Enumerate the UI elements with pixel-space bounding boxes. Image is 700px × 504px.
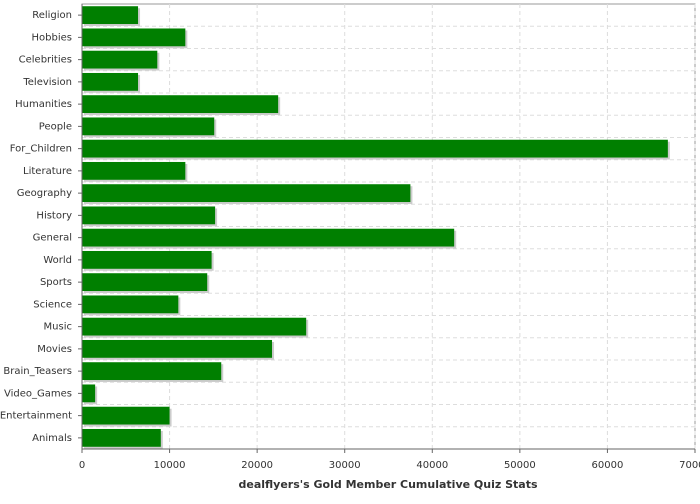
x-tick-label: 0 xyxy=(79,460,85,471)
bar xyxy=(82,139,668,158)
bar xyxy=(82,428,161,447)
y-tick-label: Science xyxy=(33,299,72,310)
y-tick-label: Television xyxy=(22,77,72,88)
y-tick-label: General xyxy=(33,233,72,244)
y-tick-label: World xyxy=(43,255,72,266)
bar xyxy=(82,117,215,136)
y-tick-label: Sports xyxy=(40,277,72,288)
y-tick-label: History xyxy=(36,210,72,221)
y-tick-label: Movies xyxy=(37,344,72,355)
y-tick-label: People xyxy=(39,121,72,132)
bar xyxy=(82,339,273,358)
bar xyxy=(82,362,222,381)
x-tick-label: 30000 xyxy=(329,460,361,471)
x-axis-label: dealflyers's Gold Member Cumulative Quiz… xyxy=(238,478,537,491)
bar xyxy=(82,384,96,403)
bar xyxy=(82,295,179,314)
x-tick-label: 10000 xyxy=(154,460,186,471)
bar xyxy=(82,206,216,225)
bar xyxy=(82,250,212,269)
bar xyxy=(82,95,279,114)
bar xyxy=(82,406,170,425)
x-tick-label: 50000 xyxy=(504,460,536,471)
bar xyxy=(82,273,208,292)
bar xyxy=(82,6,139,25)
y-tick-label: Humanities xyxy=(15,99,72,110)
bar xyxy=(82,184,411,203)
x-tick-label: 70000 xyxy=(679,460,700,471)
y-tick-label: Video_Games xyxy=(4,388,72,399)
y-tick-label: Entertainment xyxy=(0,411,72,422)
x-tick-label: 20000 xyxy=(241,460,273,471)
y-tick-label: Religion xyxy=(32,10,72,21)
bar xyxy=(82,317,307,336)
y-tick-label: Celebrities xyxy=(19,55,72,66)
bar xyxy=(82,50,158,69)
y-tick-label: For_Children xyxy=(10,144,72,155)
y-tick-label: Literature xyxy=(23,166,72,177)
bar xyxy=(82,228,455,247)
y-tick-label: Music xyxy=(44,322,72,333)
y-tick-label: Animals xyxy=(32,433,72,444)
bar xyxy=(82,72,139,91)
bar xyxy=(82,28,186,47)
x-tick-label: 60000 xyxy=(592,460,624,471)
bar xyxy=(82,161,186,180)
y-tick-label: Geography xyxy=(17,188,72,199)
y-tick-label: Brain_Teasers xyxy=(3,366,72,377)
y-tick-label: Hobbies xyxy=(32,32,72,43)
x-tick-label: 40000 xyxy=(416,460,448,471)
